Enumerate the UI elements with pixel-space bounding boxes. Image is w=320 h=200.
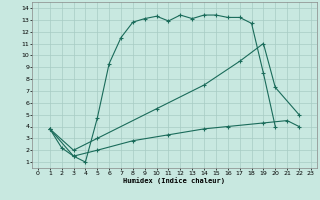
X-axis label: Humidex (Indice chaleur): Humidex (Indice chaleur) [124,177,225,184]
